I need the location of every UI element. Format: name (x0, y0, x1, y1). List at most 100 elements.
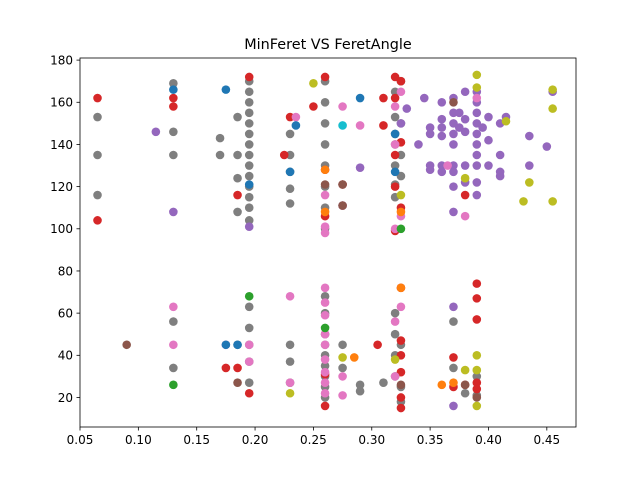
data-point (355, 380, 365, 390)
data-point (93, 150, 102, 160)
x-tick-label: 0.15 (183, 433, 210, 447)
data-point (244, 140, 254, 149)
data-point (285, 184, 295, 194)
data-point (495, 150, 505, 160)
data-point (472, 372, 482, 381)
data-point (233, 173, 242, 183)
data-point (338, 391, 347, 400)
data-point (320, 97, 330, 107)
data-point (169, 380, 178, 390)
data-point (460, 365, 470, 375)
data-point (460, 388, 470, 398)
data-point (472, 384, 482, 394)
series-group (122, 97, 482, 402)
data-point (390, 161, 400, 170)
data-point (390, 308, 400, 318)
data-point (169, 127, 178, 137)
x-tick-label: 0.30 (358, 433, 385, 447)
y-axis: 20 40 60 80 100 120 140 160 180 (50, 53, 80, 405)
data-point (396, 283, 406, 293)
data-point (425, 165, 435, 175)
data-point (244, 291, 254, 301)
data-point (449, 129, 458, 139)
data-point (449, 401, 458, 411)
data-point (320, 388, 330, 398)
data-point (449, 182, 458, 191)
data-point (472, 401, 482, 411)
data-point (390, 112, 400, 122)
data-point (169, 207, 178, 217)
data-point (484, 135, 493, 145)
data-point (548, 85, 557, 94)
data-point (437, 380, 447, 390)
data-point (425, 129, 435, 139)
data-point (320, 355, 330, 364)
data-point (396, 336, 406, 345)
data-point (525, 131, 534, 141)
data-point (478, 123, 487, 132)
x-tick-label: 0.35 (417, 433, 444, 447)
data-point (396, 403, 406, 413)
data-point (169, 340, 178, 350)
data-point (449, 378, 458, 388)
data-point (396, 87, 406, 97)
series-group (169, 224, 406, 390)
chart-title: MinFeret VS FeretAngle (244, 37, 412, 53)
data-point (519, 197, 528, 206)
data-point (495, 171, 505, 181)
data-point (320, 140, 330, 149)
data-point (244, 192, 254, 202)
data-point (460, 114, 470, 124)
data-point (419, 93, 429, 103)
data-point (285, 340, 295, 350)
data-point (169, 102, 178, 111)
data-point (169, 79, 178, 88)
x-tick-label: 0.40 (475, 433, 502, 447)
data-point (320, 291, 330, 301)
data-point (320, 298, 330, 307)
data-point (338, 201, 347, 210)
data-point (437, 131, 447, 141)
data-point (425, 123, 435, 132)
data-point (233, 150, 242, 160)
data-point (151, 127, 161, 137)
data-point (460, 190, 470, 200)
y-tick-label: 40 (58, 349, 73, 363)
data-point (320, 222, 330, 231)
data-point (449, 167, 458, 177)
data-point (460, 127, 470, 137)
data-point (215, 150, 225, 160)
plot-area-frame (79, 57, 577, 428)
data-point (320, 310, 330, 320)
data-point (396, 119, 406, 128)
data-point (320, 207, 330, 217)
data-point (215, 133, 225, 143)
data-point (320, 401, 330, 411)
data-point (244, 357, 254, 366)
data-point (285, 199, 295, 208)
data-point (285, 357, 295, 366)
data-point (244, 161, 254, 170)
data-point (472, 190, 482, 200)
data-point (244, 97, 254, 107)
data-point (244, 180, 254, 189)
data-point (390, 102, 400, 111)
data-point (233, 207, 242, 217)
data-point (472, 129, 482, 139)
data-point (472, 365, 482, 375)
data-point (320, 340, 330, 350)
y-tick-label: 140 (50, 138, 73, 152)
data-point (472, 294, 482, 303)
x-tick-label: 0.45 (533, 433, 560, 447)
data-point (285, 129, 295, 139)
data-point (449, 140, 458, 149)
data-point (379, 93, 388, 103)
y-tick-label: 60 (58, 306, 73, 320)
data-point (390, 140, 400, 149)
data-point (309, 79, 318, 88)
data-point (525, 178, 534, 187)
data-point (379, 121, 388, 130)
data-point (291, 112, 301, 122)
data-point (221, 340, 231, 350)
